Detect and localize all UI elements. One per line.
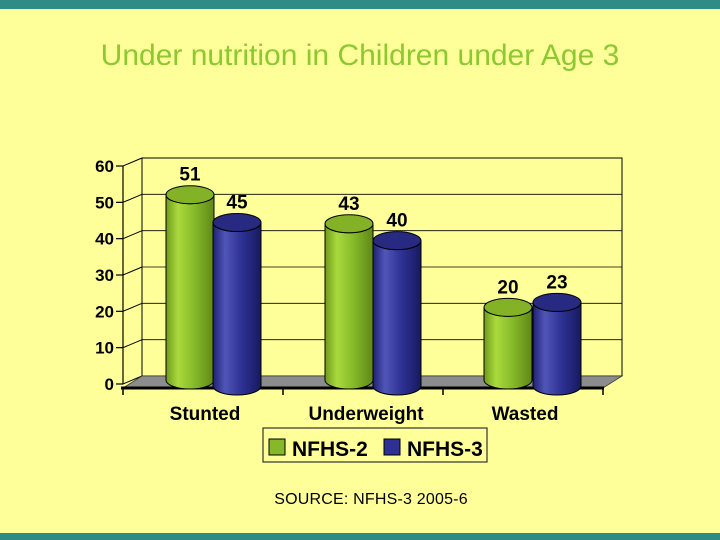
top-accent-bar	[0, 0, 720, 9]
source-caption: SOURCE: NFHS-3 2005-6	[274, 491, 468, 508]
cylinder-bar-wasted-nfhs-2	[483, 307, 533, 390]
legend-swatch-nfhs-3	[383, 438, 401, 456]
cylinder-top-stunted-nfhs-3	[212, 213, 262, 232]
legend-swatch-nfhs-2	[268, 438, 286, 456]
cylinder-bar-wasted-nfhs-3	[532, 302, 582, 396]
bar-value-label: 23	[546, 272, 567, 293]
y-axis-label: 20	[95, 302, 114, 321]
bar-value-label: 45	[226, 193, 248, 214]
y-tick-connector	[122, 193, 143, 203]
cylinder-bar-stunted-nfhs-3	[212, 222, 262, 396]
y-axis-label: 0	[105, 375, 114, 394]
y-tick-connector	[122, 339, 143, 349]
y-tick-connector	[122, 375, 143, 385]
cylinder-top-stunted-nfhs-2	[165, 185, 215, 205]
y-axis-label: 40	[95, 230, 114, 249]
cylinder-bar-stunted-nfhs-2	[165, 194, 215, 390]
bar-value-label: 51	[179, 165, 201, 186]
y-axis-label: 10	[95, 339, 114, 358]
y-axis-label: 60	[95, 157, 114, 176]
cylinder-top-underweight-nfhs-3	[372, 231, 422, 251]
y-axis-label: 30	[95, 266, 114, 285]
bar-value-label: 40	[386, 211, 407, 232]
cylinder-top-underweight-nfhs-2	[324, 214, 374, 234]
y-axis-label: 50	[95, 193, 114, 212]
category-label: Stunted	[170, 404, 241, 425]
cylinder-bar-underweight-nfhs-3	[372, 240, 422, 396]
legend-label-nfhs-2: NFHS-2	[292, 438, 368, 461]
cylinder-top-wasted-nfhs-2	[483, 297, 533, 317]
legend-box	[262, 427, 488, 463]
category-label: Wasted	[492, 404, 559, 425]
bar-value-label: 20	[497, 277, 518, 298]
y-tick-connector	[122, 302, 143, 312]
y-tick-connector	[122, 266, 143, 276]
cylinder-bar-underweight-nfhs-2	[324, 223, 374, 390]
slide-title: Under nutrition in Children under Age 3	[100, 39, 620, 72]
y-tick-connector	[122, 230, 143, 240]
bottom-accent-bar	[0, 533, 720, 540]
category-label: Underweight	[308, 404, 424, 425]
bar-value-label: 43	[338, 194, 359, 215]
cylinder-top-wasted-nfhs-3	[532, 292, 582, 312]
y-tick-connector	[122, 157, 143, 167]
legend-label-nfhs-3: NFHS-3	[407, 438, 483, 461]
